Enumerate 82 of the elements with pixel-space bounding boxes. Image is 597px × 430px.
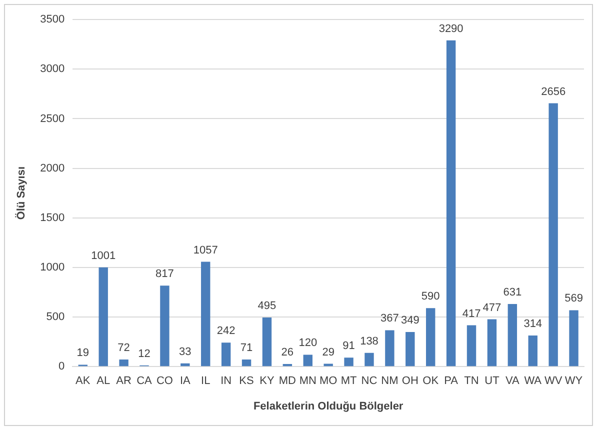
data-label: 33 [179, 346, 192, 358]
x-tick-label: IL [201, 375, 210, 388]
bar [528, 335, 538, 366]
x-tick-label: OK [422, 375, 440, 388]
y-axis-title: Ölü Sayısı [14, 166, 28, 220]
bar [406, 332, 415, 366]
x-tick-label: MD [278, 375, 296, 388]
y-tick-label: 2500 [40, 112, 65, 125]
x-tick-label: UT [484, 375, 500, 388]
y-tick-label: 3500 [40, 14, 65, 26]
bar [548, 103, 558, 366]
x-axis-title: Felaketlerin Olduğu Bölgeler [253, 400, 404, 412]
x-tick-label: AL [96, 375, 110, 388]
x-tick-label: KY [260, 375, 275, 388]
bar [180, 363, 190, 366]
x-tick-label: VA [505, 375, 520, 388]
x-tick-label: NC [361, 375, 378, 388]
x-tick-label: CO [156, 375, 174, 388]
y-tick-label: 1000 [40, 261, 65, 274]
y-tick-label: 2000 [40, 162, 65, 174]
data-label: 367 [380, 312, 399, 325]
x-tick-label: WV [544, 375, 563, 388]
data-label: 29 [322, 346, 334, 358]
x-tick-label: NM [381, 375, 398, 388]
x-tick-label: KS [239, 375, 254, 388]
x-tick-label: PA [444, 375, 459, 388]
x-tick-label: MO [319, 375, 338, 388]
bar [446, 40, 456, 366]
x-tick-label: CA [136, 375, 153, 388]
bar [364, 352, 374, 366]
x-tick-label: TN [464, 375, 479, 388]
data-label: 1057 [193, 244, 218, 256]
data-label: 417 [462, 308, 481, 320]
bar [303, 354, 312, 366]
data-label: 477 [482, 302, 502, 314]
data-label: 349 [400, 314, 420, 327]
bar [324, 364, 333, 366]
bar [385, 330, 394, 366]
y-tick-label: 1500 [40, 212, 65, 224]
x-tick-label: MT [340, 375, 358, 388]
bar [466, 325, 476, 366]
bar [221, 342, 231, 366]
data-label: 631 [503, 286, 522, 299]
data-label: 817 [156, 268, 174, 280]
x-tick-label: OH [402, 375, 418, 388]
y-tick-label: 0 [58, 360, 65, 373]
bar [344, 358, 354, 366]
data-label: 242 [216, 325, 236, 338]
bar [242, 360, 252, 366]
data-label: 72 [118, 342, 130, 354]
data-label: 569 [564, 292, 583, 305]
bar [426, 308, 436, 366]
x-tick-label: AK [76, 375, 91, 388]
data-label: 495 [258, 300, 276, 312]
data-label: 2656 [541, 86, 566, 98]
x-tick-label: IA [180, 375, 192, 388]
data-label: 91 [342, 340, 355, 352]
bar [201, 262, 210, 366]
data-label: 138 [360, 335, 378, 348]
y-tick-label: 3000 [40, 63, 65, 76]
bar [487, 319, 497, 366]
bar [98, 267, 108, 366]
data-label: 120 [298, 337, 318, 350]
x-tick-label: WA [524, 375, 542, 388]
bar [569, 310, 578, 366]
x-tick-label: WY [564, 375, 584, 388]
bar [160, 286, 170, 366]
bar [119, 359, 128, 366]
data-label: 1001 [91, 250, 116, 262]
x-tick-label: IN [220, 375, 232, 388]
data-label: 12 [138, 348, 150, 360]
y-tick-label: 500 [46, 311, 65, 324]
data-label: 590 [421, 290, 440, 303]
bar [508, 304, 518, 366]
data-label: 26 [281, 346, 294, 359]
data-label: 314 [524, 318, 542, 330]
data-label: 19 [76, 347, 90, 360]
data-label: 71 [240, 342, 253, 354]
x-tick-label: MN [299, 375, 316, 388]
data-label: 3290 [438, 22, 464, 35]
x-tick-label: AR [116, 375, 132, 388]
bar [262, 318, 272, 366]
